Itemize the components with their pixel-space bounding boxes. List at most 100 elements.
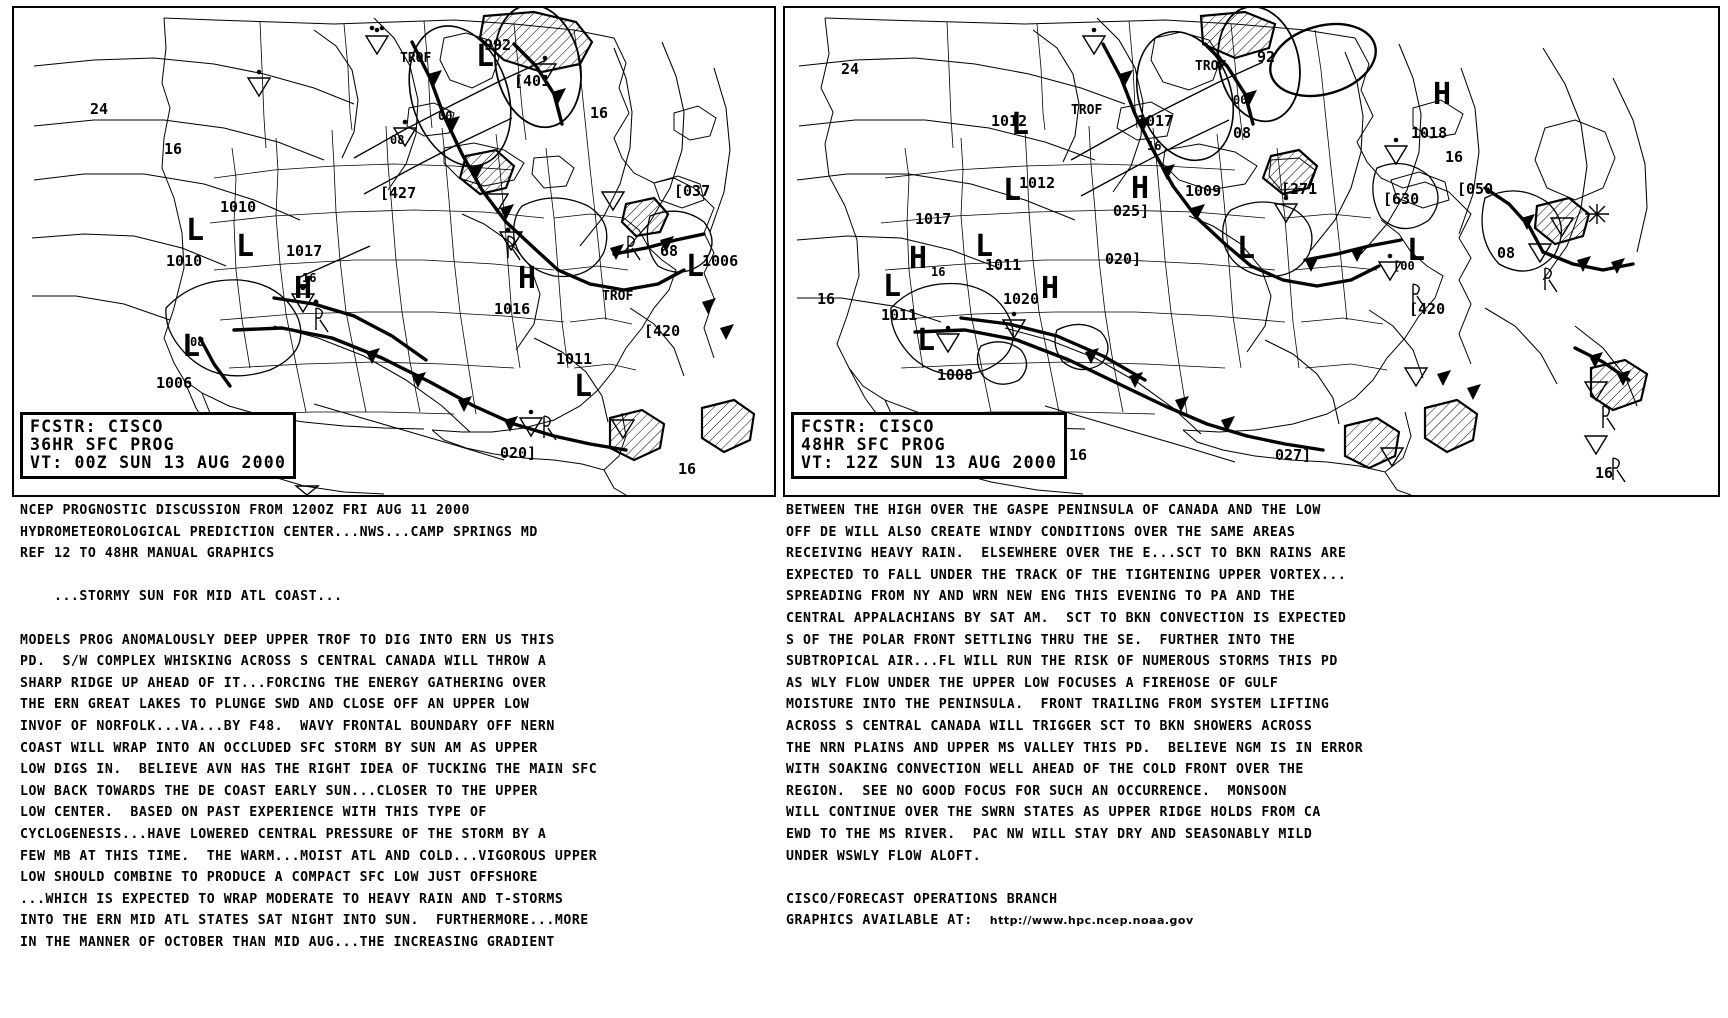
low-center-symbol: L <box>236 229 254 264</box>
discussion-left-line: COAST WILL WRAP INTO AN OCCLUDED SFC STO… <box>20 740 538 756</box>
height-label: [271 <box>1281 180 1317 198</box>
discussion-left-line: ...STORMY SUN FOR MID ATL COAST... <box>20 589 343 605</box>
discussion-left-line: MODELS PROG ANOMALOUSLY DEEP UPPER TROF … <box>20 632 555 648</box>
footer-url[interactable]: http://www.hpc.ncep.noaa.gov <box>989 914 1194 928</box>
isobar-label: 1016 <box>494 300 530 318</box>
discussion-right-line: REGION. SEE NO GOOD FOCUS FOR SUCH AN OC… <box>786 783 1287 799</box>
height-label: 020] <box>1105 250 1141 268</box>
height-label: 025] <box>1113 202 1149 220</box>
precipitation-areas <box>1199 10 1649 470</box>
isobar-label: 08 <box>1233 124 1251 142</box>
discussion-left-line: INTO THE ERN MID ATL STATES SAT NIGHT IN… <box>20 913 589 929</box>
discussion-right-line: S OF THE POLAR FRONT SETTLING THRU THE S… <box>786 632 1296 648</box>
height-label: [037 <box>674 182 710 200</box>
isobar-label: 16 <box>1445 148 1463 166</box>
isobar-label: 16 <box>1595 464 1613 482</box>
discussion-left-line: LOW CENTER. BASED ON PAST EXPERIENCE WIT… <box>20 805 487 821</box>
high-center-symbol: H <box>1131 171 1149 206</box>
discussion-right-line: MOISTURE INTO THE PENINSULA. FRONT TRAIL… <box>786 697 1330 713</box>
isobar-label: 1017 <box>286 242 322 260</box>
isobar-label: 92 <box>1257 48 1275 66</box>
trough-lines <box>165 8 713 377</box>
trof-label: TROF <box>602 289 633 304</box>
discussion-right-line: BETWEEN THE HIGH OVER THE GASPE PENINSUL… <box>786 503 1321 518</box>
height-label: [420 <box>644 322 680 340</box>
isobar-label: 16 <box>164 140 182 158</box>
map-text-labels: 24 16 1010 1010 1017 16 1016 1006 1011 0… <box>90 36 738 478</box>
isobar-label: 00 <box>438 109 452 123</box>
isobar-label: 08 <box>390 133 404 147</box>
discussion-right-line: WITH SOAKING CONVECTION WELL AHEAD OF TH… <box>786 762 1304 778</box>
isobar-label: 16 <box>931 265 945 279</box>
map-text-labels: 24 1012 1012 1017 1017 1009 1011 1011 10… <box>817 48 1613 482</box>
discussion-left-line: LOW BACK TOWARDS THE DE COAST EARLY SUN.… <box>20 783 538 799</box>
footer-spacer <box>786 867 1546 889</box>
stamp-valid-time-line: VT: 00Z SUN 13 AUG 2000 <box>30 453 287 472</box>
discussion-right-line: OFF DE WILL ALSO CREATE WINDY CONDITIONS… <box>786 524 1296 540</box>
discussion-right-line: SPREADING FROM NY AND WRN NEW ENG THIS E… <box>786 589 1296 605</box>
high-center-symbol: H <box>294 271 312 306</box>
discussion-left-line: IN THE MANNER OF OCTOBER THAN MID AUG...… <box>20 934 555 950</box>
pressure-centers: L L L H L L H H L L H <box>883 77 1451 358</box>
discussion-left-line: ...WHICH IS EXPECTED TO WRAP MODERATE TO… <box>20 891 564 907</box>
trof-label: TROF <box>1071 103 1102 118</box>
discussion-right-line: EXPECTED TO FALL UNDER THE TRACK OF THE … <box>786 567 1347 583</box>
isobar-label: 992 <box>484 36 511 54</box>
low-center-symbol: L <box>186 213 204 248</box>
trof-label: TROF <box>400 51 431 66</box>
isobar-label: 1011 <box>556 350 592 368</box>
isobar-label: 24 <box>90 100 108 118</box>
high-center-symbol: H <box>518 261 536 296</box>
isobar-label: 1008 <box>937 366 973 384</box>
stamp-forecaster-line: FCSTR: CISCO <box>801 417 935 436</box>
trough-lines <box>890 8 1563 385</box>
isobar-label: 16 <box>678 460 696 478</box>
discussion-text-left: NCEP PROGNOSTIC DISCUSSION FROM 120OZ FR… <box>20 500 760 953</box>
high-center-symbol: H <box>1433 77 1451 112</box>
low-center-symbol: L <box>917 323 935 358</box>
height-label: 020] <box>500 444 536 462</box>
pressure-centers: L L H L H L L L <box>182 39 704 404</box>
discussion-left-line: SHARP RIDGE UP AHEAD OF IT...FORCING THE… <box>20 675 547 691</box>
forecast-stamp-48hr: FCSTR: CISCO 48HR SFC PROG VT: 12Z SUN 1… <box>791 412 1068 479</box>
discussion-left-line: LOW SHOULD COMBINE TO PRODUCE A COMPACT … <box>20 870 538 886</box>
discussion-right-line: RECEIVING HEAVY RAIN. ELSEWHERE OVER THE… <box>786 546 1347 562</box>
weather-symbols <box>246 25 641 495</box>
height-label: 68 <box>660 242 678 260</box>
discussion-text-right: BETWEEN THE HIGH OVER THE GASPE PENINSUL… <box>786 500 1546 932</box>
front-pips <box>366 70 734 432</box>
footer-graphics-label: GRAPHICS AVAILABLE AT: <box>786 913 990 929</box>
discussion-left-line: LOW DIGS IN. BELIEVE AVN HAS THE RIGHT I… <box>20 762 598 778</box>
isobar-label: 1010 <box>166 252 202 270</box>
height-label: [427 <box>380 184 416 202</box>
low-center-symbol: L <box>476 39 494 74</box>
low-center-symbol: L <box>1003 173 1021 208</box>
discussion-left-line: THE ERN GREAT LAKES TO PLUNGE SWD AND CL… <box>20 697 530 713</box>
discussion-left-line <box>20 565 760 587</box>
height-label: [050 <box>1457 180 1493 198</box>
isobar-label: 16 <box>1147 139 1161 153</box>
discussion-right-line: ACROSS S CENTRAL CANADA WILL TRIGGER SCT… <box>786 718 1313 734</box>
isobar-label: 1006 <box>156 374 192 392</box>
discussion-left-line: REF 12 TO 48HR MANUAL GRAPHICS <box>20 546 275 562</box>
weather-symbols <box>935 27 1626 483</box>
footer-branch: CISCO/FORECAST OPERATIONS BRANCH <box>786 891 1058 907</box>
isobar-label: 16 <box>590 104 608 122</box>
discussion-left-line: INVOF OF NORFOLK...VA...BY F48. WAVY FRO… <box>20 718 555 734</box>
discussion-right-line: SUBTROPICAL AIR...FL WILL RUN THE RISK O… <box>786 654 1338 670</box>
discussion-right-line: AS WLY FLOW UNDER THE UPPER LOW FOCUSES … <box>786 675 1279 691</box>
low-center-symbol: L <box>1237 231 1255 266</box>
isobar-label: 00 <box>1233 93 1247 107</box>
precipitation-areas <box>458 10 756 462</box>
isobar-label: 1009 <box>1185 182 1221 200</box>
discussion-right-line: CENTRAL APPALACHIANS BY SAT AM. SCT TO B… <box>786 610 1347 626</box>
isobar-label: 16 <box>1069 446 1087 464</box>
map-panel-36hr: L L H L H L L L 24 16 1010 1010 1017 16 … <box>12 6 776 497</box>
isobar-label: 16 <box>302 271 316 285</box>
high-center-symbol: H <box>1041 271 1059 306</box>
map-panel-48hr: L L L H L L H H L L H 24 1012 1012 1017 … <box>783 6 1720 497</box>
isobar-label: 1017 <box>1137 112 1173 130</box>
isobar-label: 1012 <box>1019 174 1055 192</box>
front-pips <box>1085 70 1631 432</box>
stamp-forecaster-line: FCSTR: CISCO <box>30 417 164 436</box>
